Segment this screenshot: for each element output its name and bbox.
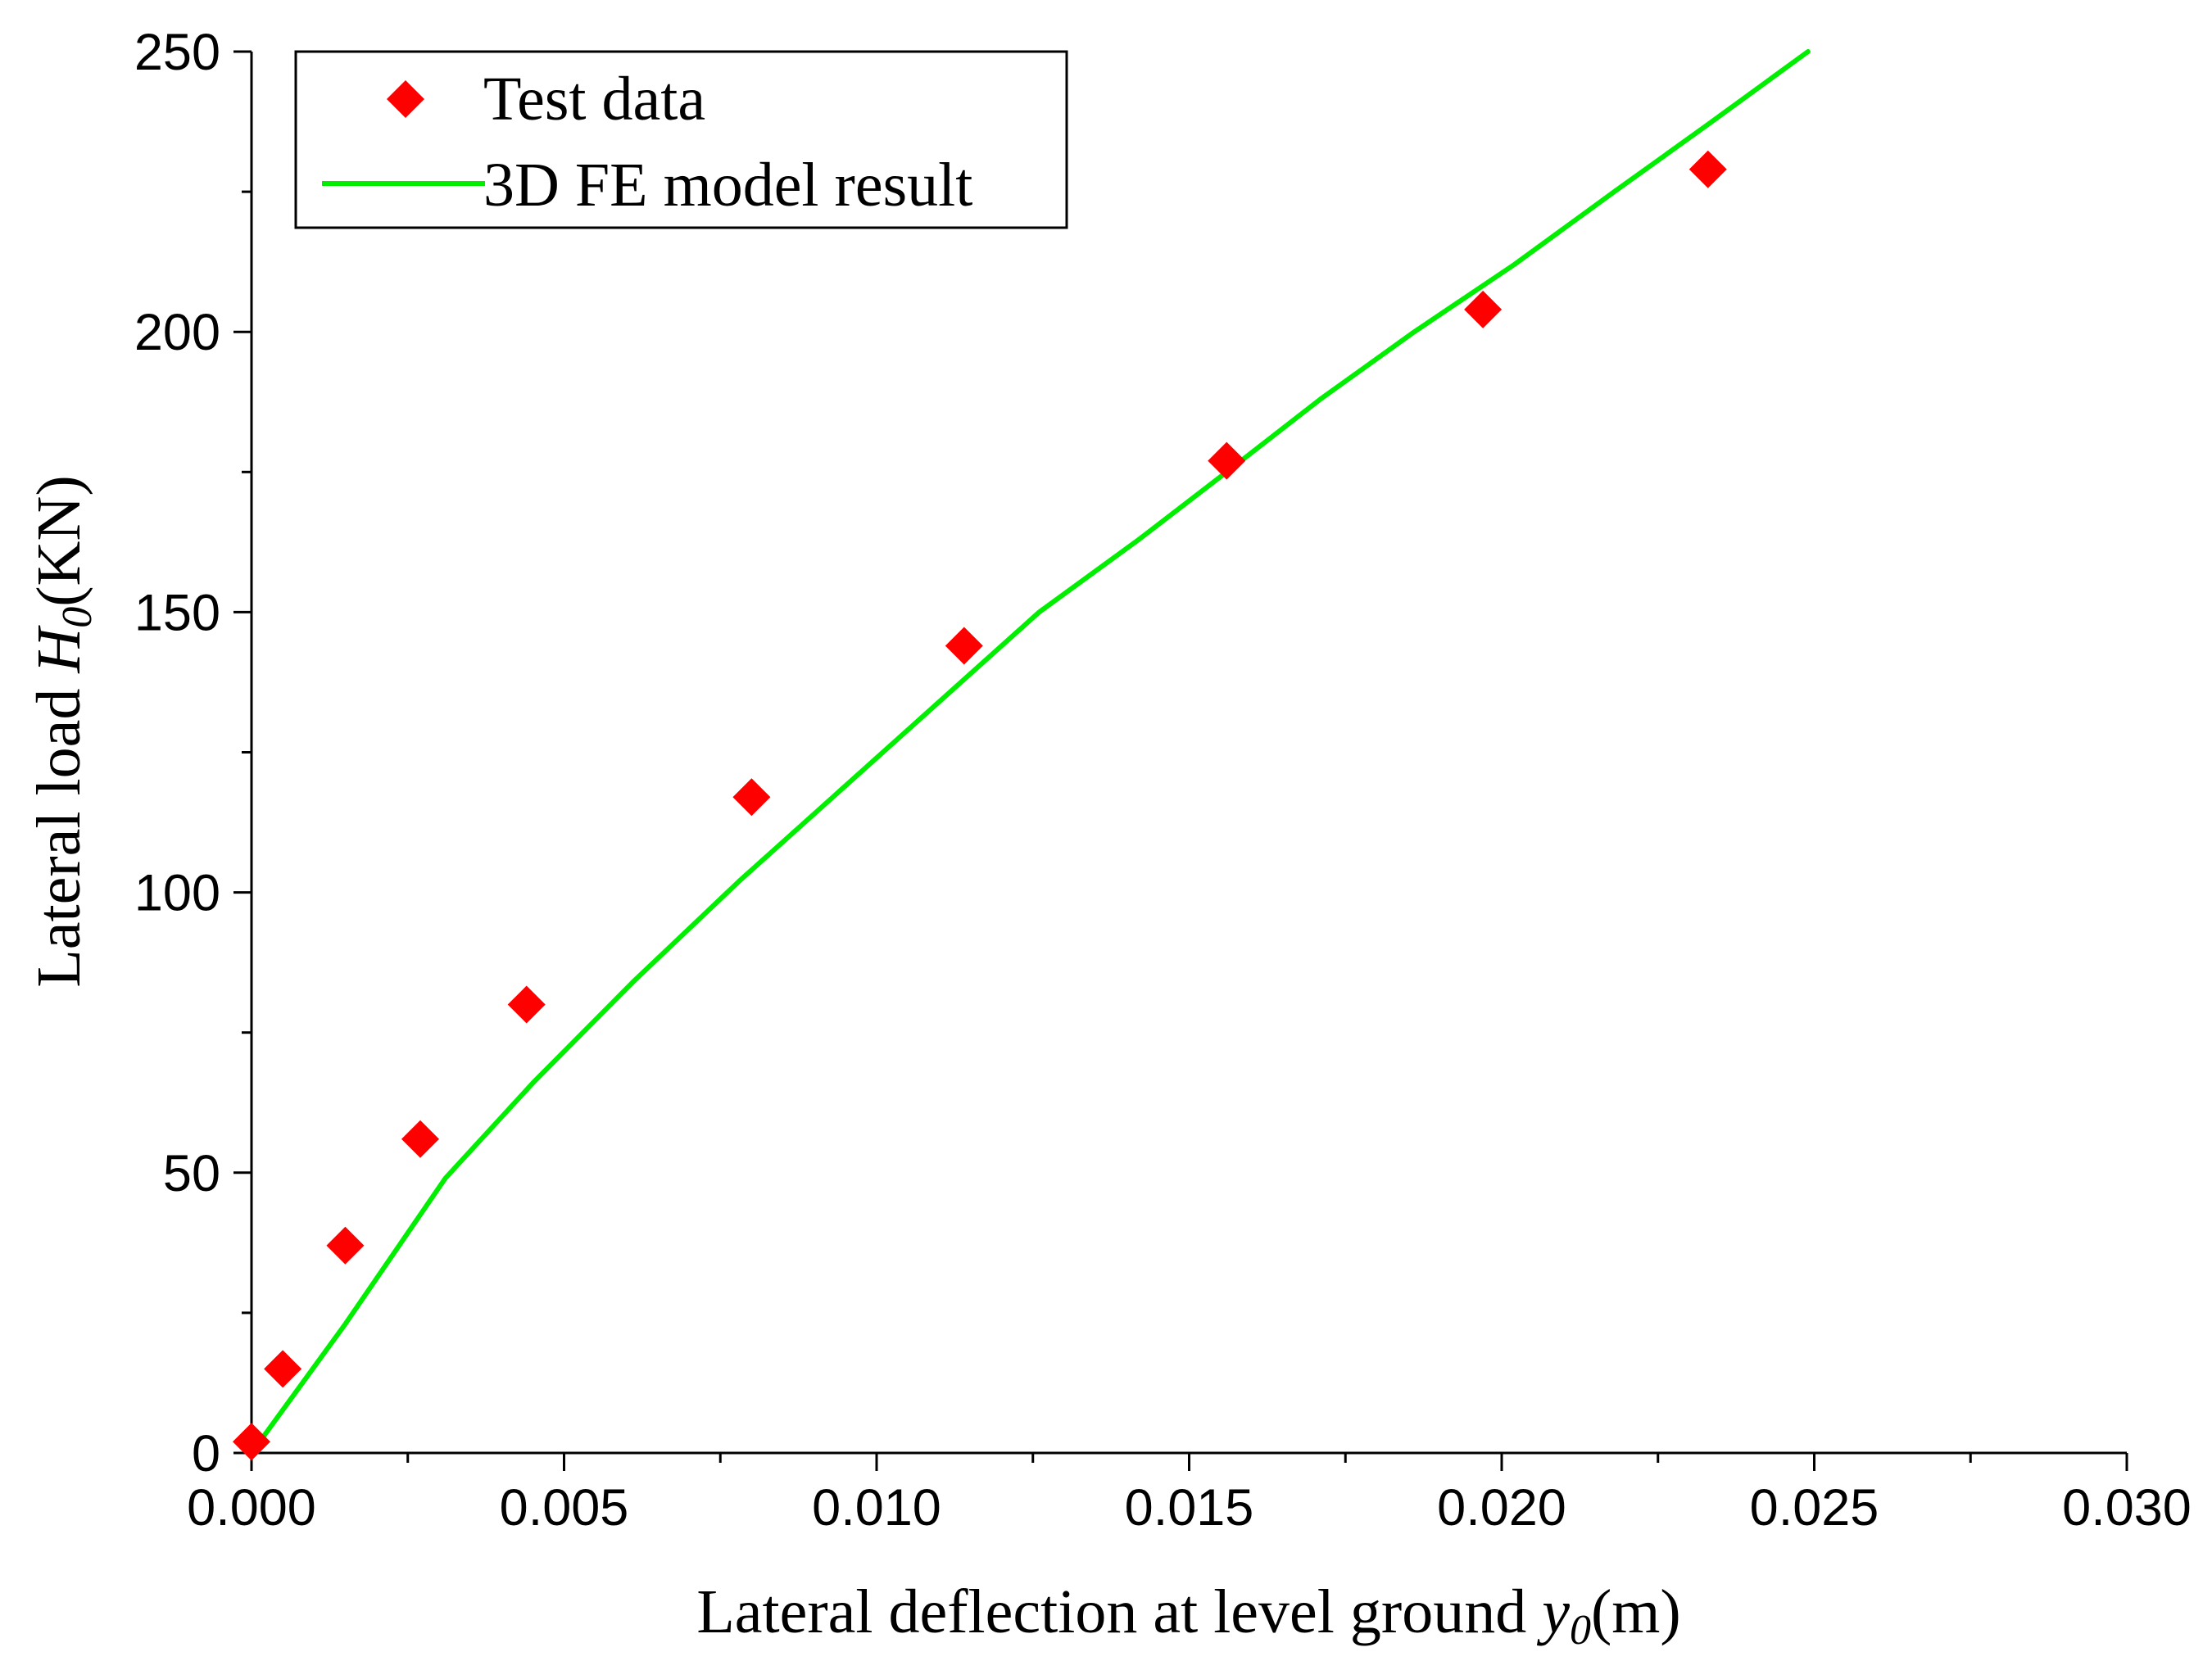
x-tick-label: 0.010	[812, 1479, 941, 1536]
test-data-point	[401, 1120, 440, 1158]
y-axis-title-main: Lateral load	[25, 673, 93, 988]
legend: Test data 3D FE model result	[294, 50, 1068, 229]
legend-box	[294, 50, 1068, 229]
x-tick-label: 0.000	[187, 1479, 316, 1536]
x-tick-label: 0.005	[500, 1479, 629, 1536]
y-axis-title: Lateral load H0(KN)	[25, 475, 101, 987]
test-data-point	[233, 1423, 270, 1461]
x-axis-title: Lateral deflection at level ground y0(m)	[696, 1577, 1680, 1654]
series-layer	[233, 49, 1811, 1461]
test-data-point	[264, 1350, 302, 1388]
x-tick-label: 0.025	[1750, 1479, 1879, 1536]
test-data-point	[732, 778, 771, 817]
x-ticks: 0.000 0.005 0.010 0.015 0.020 0.025 0.030	[187, 1453, 2192, 1536]
test-data-point	[507, 985, 546, 1024]
y-tick-label: 200	[134, 304, 220, 361]
y-tick-label: 100	[134, 865, 220, 922]
legend-label-test-data: Test data	[483, 65, 705, 134]
x-axis-title-unit: (m)	[1591, 1577, 1681, 1646]
test-data-point	[326, 1226, 365, 1265]
x-tick-label: 0.020	[1437, 1479, 1566, 1536]
x-axis-title-sub: 0	[1570, 1607, 1591, 1654]
test-data-point	[1464, 290, 1503, 328]
y-ticks: 0 50 100 150 200 250	[134, 24, 252, 1482]
test-data-point	[945, 627, 983, 665]
legend-marker-test-data	[387, 80, 424, 118]
x-tick-label: 0.030	[2062, 1479, 2192, 1536]
y-tick-label: 250	[134, 24, 220, 81]
y-axis-title-unit: (KN)	[25, 475, 93, 606]
y-tick-label: 0	[192, 1425, 220, 1482]
x-tick-label: 0.015	[1125, 1479, 1254, 1536]
x-axis-title-var: y	[1536, 1577, 1570, 1646]
y-axis-title-sub: 0	[54, 607, 101, 628]
plot-frame	[250, 52, 2127, 1455]
x-axis-title-main: Lateral deflection at level ground	[696, 1577, 1542, 1646]
test-data-point	[1208, 441, 1246, 480]
y-axis-title-var: H	[25, 625, 93, 674]
y-tick-label: 50	[163, 1145, 220, 1202]
fe-model-line	[249, 49, 1811, 1455]
legend-label-fe-model: 3D FE model result	[483, 151, 972, 219]
y-tick-label: 150	[134, 584, 220, 641]
test-data-point	[1688, 150, 1727, 188]
